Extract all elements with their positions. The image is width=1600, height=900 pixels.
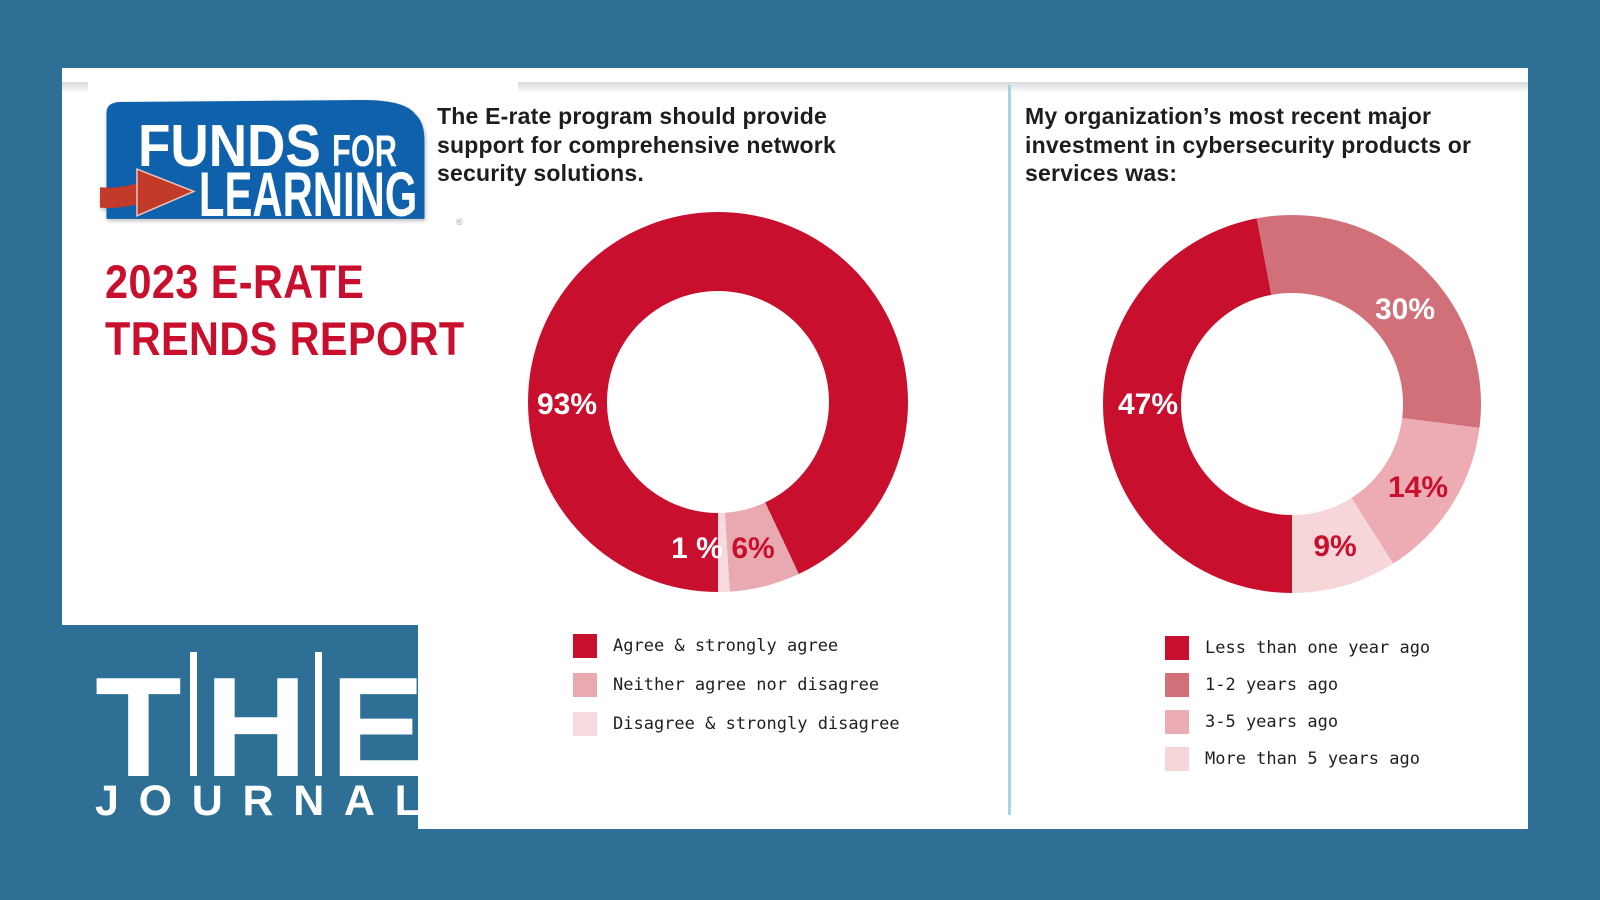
legend-row: Less than one year ago: [1165, 636, 1430, 660]
legend-row: More than 5 years ago: [1165, 747, 1430, 771]
chart-title-left-line3: security solutions.: [437, 160, 645, 186]
ffl-arrow-band: [100, 183, 150, 208]
panel-top-shadow: [62, 82, 1528, 93]
slice-label-disagree: 1 %: [671, 532, 723, 565]
report-title-line2: TRENDS REPORT: [105, 312, 465, 365]
legend-swatch-agree: [573, 634, 597, 658]
legend-right: Less than one year ago 1-2 years ago 3-5…: [1165, 636, 1430, 784]
legend-row: 1-2 years ago: [1165, 673, 1430, 697]
donut-hole: [1181, 293, 1403, 515]
registered-trademark-symbol: ®: [456, 217, 463, 227]
journal-divider-bar: [189, 652, 197, 776]
legend-swatch-1-2yr: [1165, 673, 1189, 697]
report-title-line1: 2023 E-RATE: [105, 255, 365, 308]
slice-label-more-5yr: 9%: [1313, 530, 1357, 563]
slice-label-1-2yr: 30%: [1374, 293, 1436, 326]
legend-label-more-5yr: More than 5 years ago: [1205, 749, 1420, 769]
legend-row: 3-5 years ago: [1165, 710, 1430, 734]
legend-label-neither: Neither agree nor disagree: [613, 675, 880, 695]
legend-swatch-disagree: [573, 712, 597, 736]
slice-label-neither: 6%: [731, 532, 775, 565]
chart-title-right: My organization’s most recent major inve…: [1025, 102, 1505, 188]
report-title: 2023 E-RATE TRENDS REPORT: [105, 253, 465, 367]
legend-row: Agree & strongly agree: [573, 634, 900, 658]
legend-swatch-3-5yr: [1165, 710, 1189, 734]
legend-label-3-5yr: 3-5 years ago: [1205, 712, 1339, 732]
donut-chart-erate-support: 93% 6% 1 %: [528, 212, 908, 592]
ffl-word-learning: LEARNING: [199, 160, 417, 227]
legend-left: Agree & strongly agree Neither agree nor…: [573, 634, 900, 751]
legend-label-1-2yr: 1-2 years ago: [1205, 675, 1339, 695]
content-panel: FUNDS FOR LEARNING ® 2023 E-RATE TRENDS …: [62, 68, 1528, 829]
donut-chart-cyber-investment: 47% 30% 14% 9%: [1103, 215, 1481, 593]
legend-row: Disagree & strongly disagree: [573, 712, 900, 736]
legend-swatch-neither: [573, 673, 597, 697]
chart-title-right-line3: services was:: [1025, 160, 1178, 186]
chart-title-left-line2: support for comprehensive network: [437, 131, 836, 158]
section-divider: [1008, 85, 1011, 815]
journal-letter-t: T: [95, 648, 182, 807]
donut-hole: [606, 290, 830, 514]
legend-label-less-1yr: Less than one year ago: [1205, 638, 1431, 658]
ffl-word-funds: FUNDS: [138, 114, 321, 179]
slice-label-agree: 93%: [536, 388, 598, 421]
the-journal-word-the: T H E: [95, 652, 425, 799]
chart-title-right-line1: My organization’s most recent major: [1025, 103, 1432, 129]
legend-swatch-more-5yr: [1165, 747, 1189, 771]
legend-label-agree: Agree & strongly agree: [613, 636, 839, 656]
funds-for-learning-logo-art: FUNDS FOR LEARNING: [100, 100, 425, 227]
chart-title-right-line2: investment in cybersecurity products or: [1025, 131, 1472, 158]
ffl-word-for: FOR: [332, 127, 397, 176]
chart-title-left: The E-rate program should provide suppor…: [437, 102, 907, 188]
slice-label-less-1yr: 47%: [1117, 388, 1179, 421]
legend-row: Neither agree nor disagree: [573, 673, 900, 697]
legend-swatch-less-1yr: [1165, 636, 1189, 660]
chart-title-left-line1: The E-rate program should provide: [437, 103, 827, 129]
funds-for-learning-logo: FUNDS FOR LEARNING ®: [88, 70, 518, 248]
ffl-arrow-head: [136, 167, 196, 217]
slice-label-3-5yr: 14%: [1387, 471, 1449, 504]
journal-letter-e: E: [330, 648, 425, 807]
journal-divider-bar: [315, 652, 323, 776]
legend-label-disagree: Disagree & strongly disagree: [613, 714, 900, 734]
journal-letter-h: H: [204, 648, 308, 807]
